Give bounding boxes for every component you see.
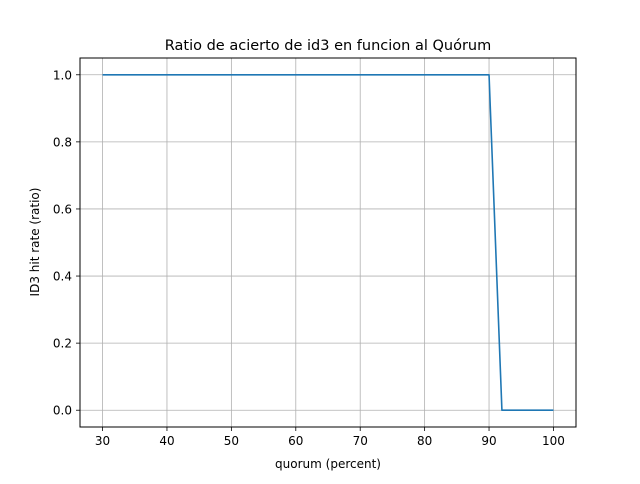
x-tick-label: 70: [353, 434, 368, 448]
x-tick-label: 30: [95, 434, 110, 448]
y-axis-label: ID3 hit rate (ratio): [28, 188, 42, 297]
x-tick-label: 90: [481, 434, 496, 448]
y-tick-label: 0.0: [53, 404, 72, 418]
x-tick-label: 100: [542, 434, 565, 448]
y-tick-label: 1.0: [53, 68, 72, 82]
x-tick-label: 80: [417, 434, 432, 448]
x-tick-label: 60: [288, 434, 303, 448]
chart-title: Ratio de acierto de id3 en funcion al Qu…: [165, 38, 491, 54]
y-tick-label: 0.8: [53, 135, 72, 149]
y-tick-label: 0.4: [53, 270, 72, 284]
y-tick-label: 0.2: [53, 337, 72, 351]
x-axis-label: quorum (percent): [275, 457, 381, 471]
x-tick-label: 50: [224, 434, 239, 448]
x-tick-label: 40: [159, 434, 174, 448]
y-tick-label: 0.6: [53, 202, 72, 216]
